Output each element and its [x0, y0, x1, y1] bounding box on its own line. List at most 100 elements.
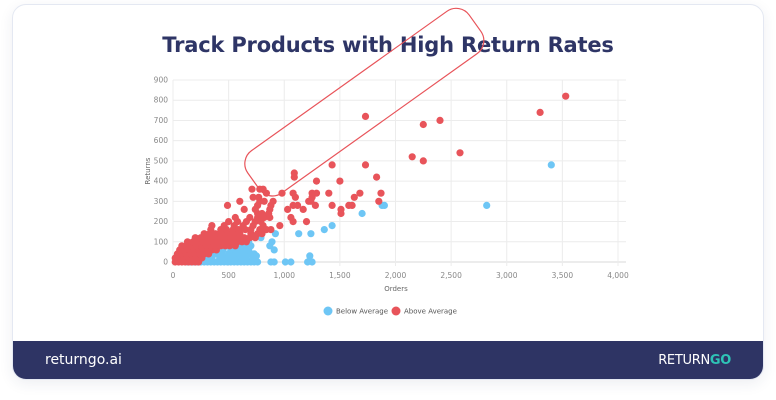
x-tick-label: 0: [171, 271, 176, 280]
data-point[interactable]: [358, 209, 366, 218]
data-point[interactable]: [295, 230, 303, 238]
x-tick-label: 4,000: [607, 271, 629, 280]
data-point[interactable]: [236, 197, 244, 205]
data-point[interactable]: [287, 213, 295, 222]
data-point[interactable]: [419, 157, 427, 165]
chart-legend[interactable]: Below Average Above Average: [323, 306, 457, 316]
data-point[interactable]: [377, 189, 385, 197]
data-point[interactable]: [419, 120, 427, 129]
data-point[interactable]: [269, 197, 277, 205]
data-point[interactable]: [336, 177, 344, 185]
x-tick-label: 2,500: [440, 271, 462, 280]
y-tick-label: 900: [154, 76, 169, 85]
y-tick-label: 800: [154, 96, 169, 105]
data-point[interactable]: [223, 201, 232, 209]
data-point[interactable]: [258, 209, 266, 218]
data-point[interactable]: [231, 213, 239, 222]
data-point[interactable]: [375, 197, 383, 205]
y-axis-label: Returns: [144, 157, 152, 184]
data-point[interactable]: [307, 230, 315, 238]
x-tick-label: 3,000: [496, 271, 518, 280]
data-point[interactable]: [191, 234, 199, 242]
data-point[interactable]: [373, 173, 381, 181]
x-tick-label: 500: [221, 271, 236, 280]
y-tick-label: 300: [154, 197, 169, 206]
data-point[interactable]: [325, 189, 333, 197]
legend-label: Below Average: [336, 308, 388, 316]
data-point[interactable]: [328, 222, 336, 230]
y-tick-label: 500: [154, 156, 169, 165]
data-point[interactable]: [259, 185, 267, 193]
data-point[interactable]: [270, 258, 278, 266]
data-point[interactable]: [547, 161, 555, 169]
data-point[interactable]: [289, 189, 297, 197]
data-point[interactable]: [348, 201, 356, 209]
x-axis-label: Orders: [384, 285, 408, 293]
y-tick-label: 200: [154, 217, 169, 226]
data-point[interactable]: [248, 185, 256, 193]
y-tick-label: 600: [154, 136, 169, 145]
data-point[interactable]: [562, 92, 570, 100]
y-tick-label: 400: [154, 177, 169, 186]
data-point[interactable]: [240, 205, 248, 213]
data-point[interactable]: [260, 197, 268, 205]
returngo-logo: RETURNGO: [658, 353, 731, 368]
data-point[interactable]: [250, 250, 258, 258]
data-point[interactable]: [287, 258, 295, 266]
data-point[interactable]: [361, 112, 370, 120]
legend-swatch-icon: [323, 306, 333, 316]
x-tick-label: 1,000: [274, 271, 296, 280]
x-axis-ticks: 0 500 1,000 1,500 2,000 2,500 3,000 3,500 4,000: [171, 271, 629, 280]
legend-swatch-icon: [391, 306, 401, 316]
data-point[interactable]: [294, 201, 302, 209]
data-point[interactable]: [308, 189, 316, 197]
legend-item-above-average[interactable]: Above Average: [391, 306, 457, 316]
logo-text-return: RETURN: [658, 353, 710, 368]
data-point[interactable]: [284, 205, 292, 213]
data-point[interactable]: [361, 161, 370, 169]
data-point[interactable]: [268, 238, 276, 246]
logo-text-go: GO: [709, 353, 731, 368]
legend-label: Above Average: [404, 308, 457, 316]
y-tick-label: 0: [163, 258, 168, 267]
data-point[interactable]: [312, 177, 321, 185]
data-point[interactable]: [320, 226, 328, 234]
data-point[interactable]: [249, 193, 257, 201]
data-point[interactable]: [281, 258, 289, 266]
x-tick-label: 3,500: [552, 271, 574, 280]
data-point[interactable]: [302, 218, 311, 226]
data-point[interactable]: [456, 149, 464, 157]
data-point[interactable]: [225, 218, 233, 226]
data-point[interactable]: [290, 169, 298, 177]
x-tick-label: 1,500: [329, 271, 351, 280]
data-point[interactable]: [356, 189, 364, 197]
data-point[interactable]: [436, 116, 444, 124]
data-point[interactable]: [246, 213, 254, 222]
data-point[interactable]: [306, 252, 314, 260]
x-tick-label: 2,000: [385, 271, 407, 280]
data-point[interactable]: [337, 205, 345, 213]
data-point[interactable]: [536, 108, 544, 116]
data-point[interactable]: [299, 205, 307, 213]
data-point[interactable]: [483, 201, 491, 209]
y-tick-label: 700: [154, 116, 169, 125]
data-point[interactable]: [255, 193, 263, 201]
footer-site-link[interactable]: returngo.ai: [45, 352, 122, 368]
data-point[interactable]: [308, 258, 316, 266]
data-point[interactable]: [267, 226, 275, 234]
data-point[interactable]: [408, 153, 416, 161]
data-point[interactable]: [183, 238, 192, 246]
data-point[interactable]: [208, 222, 216, 230]
data-point[interactable]: [380, 201, 388, 209]
data-point[interactable]: [350, 193, 358, 201]
y-tick-label: 100: [154, 237, 169, 246]
highlight-annotation: [244, 7, 485, 197]
y-axis-ticks: 0 100 200 300 400 500 600 700 800 900: [154, 76, 169, 267]
data-point[interactable]: [328, 201, 336, 209]
legend-item-below-average[interactable]: Below Average: [323, 306, 389, 316]
series-below-average: [183, 161, 555, 266]
data-point[interactable]: [328, 161, 336, 169]
data-point[interactable]: [200, 230, 208, 238]
data-point[interactable]: [276, 222, 284, 230]
